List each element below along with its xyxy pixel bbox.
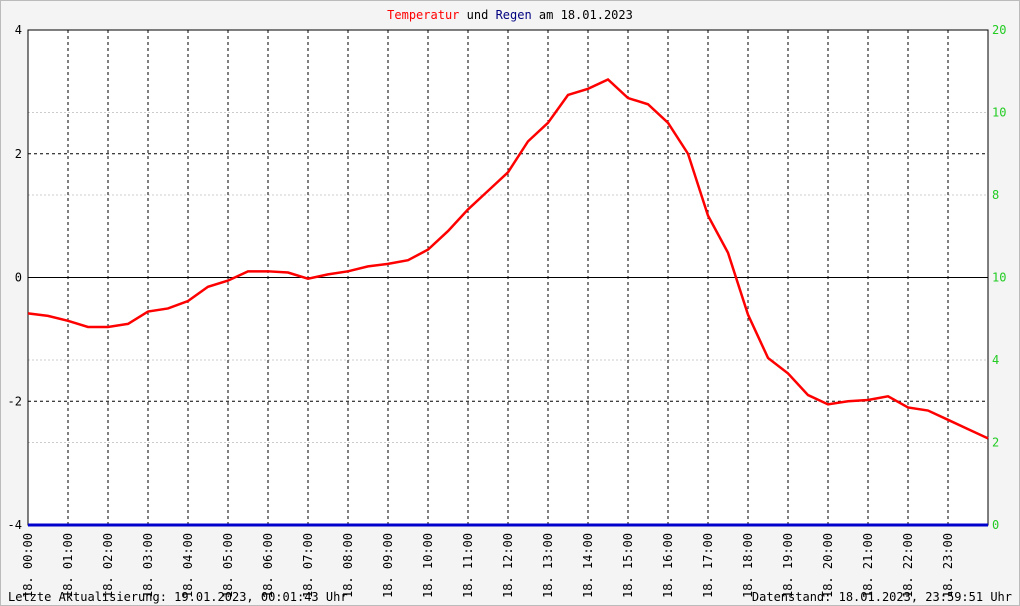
y2-tick-label: 10 xyxy=(992,106,1006,120)
title-part: Temperatur xyxy=(387,8,459,22)
y2-tick-label: 0 xyxy=(992,518,999,532)
x-tick-label: 18. 20:00 xyxy=(821,533,835,598)
x-tick-label: 18. 21:00 xyxy=(861,533,875,598)
x-tick-label: 18. 02:00 xyxy=(101,533,115,598)
title-part: am 18.01.2023 xyxy=(539,8,633,22)
x-tick-label: 18. 08:00 xyxy=(341,533,355,598)
x-tick-label: 18. 22:00 xyxy=(901,533,915,598)
y-tick-label: 0 xyxy=(15,271,22,285)
y2-tick-label: 8 xyxy=(992,188,999,202)
x-tick-label: 18. 16:00 xyxy=(661,533,675,598)
title-part: und xyxy=(467,8,489,22)
footer-right: Datenstand: 18.01.2023, 23:59:51 Uhr xyxy=(752,590,1012,604)
x-tick-label: 18. 06:00 xyxy=(261,533,275,598)
y2-tick-label: 2 xyxy=(992,436,999,450)
x-tick-label: 18. 19:00 xyxy=(781,533,795,598)
y2-tick-label: 10 xyxy=(992,271,1006,285)
y2-tick-label: 4 xyxy=(992,353,999,367)
x-tick-label: 18. 23:00 xyxy=(941,533,955,598)
x-tick-label: 18. 09:00 xyxy=(381,533,395,598)
x-tick-label: 18. 14:00 xyxy=(581,533,595,598)
x-tick-label: 18. 00:00 xyxy=(21,533,35,598)
x-tick-label: 18. 13:00 xyxy=(541,533,555,598)
y-tick-label: 4 xyxy=(15,23,22,37)
x-tick-label: 18. 04:00 xyxy=(181,533,195,598)
chart-title: Temperatur und Regen am 18.01.2023 xyxy=(387,8,633,22)
x-tick-label: 18. 12:00 xyxy=(501,533,515,598)
y-tick-label: 2 xyxy=(15,147,22,161)
x-tick-label: 18. 10:00 xyxy=(421,533,435,598)
x-tick-label: 18. 17:00 xyxy=(701,533,715,598)
x-tick-label: 18. 07:00 xyxy=(301,533,315,598)
x-tick-label: 18. 05:00 xyxy=(221,533,235,598)
data-line xyxy=(27,78,989,440)
x-tick-label: 18. 18:00 xyxy=(741,533,755,598)
y-tick-label: -4 xyxy=(8,518,22,532)
footer-left: Letzte Aktualisierung: 19.01.2023, 00:01… xyxy=(8,590,348,604)
x-tick-label: 18. 03:00 xyxy=(141,533,155,598)
x-tick-label: 18. 15:00 xyxy=(621,533,635,598)
x-tick-label: 18. 01:00 xyxy=(61,533,75,598)
title-part: Regen xyxy=(496,8,532,22)
y-tick-label: -2 xyxy=(8,394,22,408)
y2-tick-label: 20 xyxy=(992,23,1006,37)
x-tick-label: 18. 11:00 xyxy=(461,533,475,598)
